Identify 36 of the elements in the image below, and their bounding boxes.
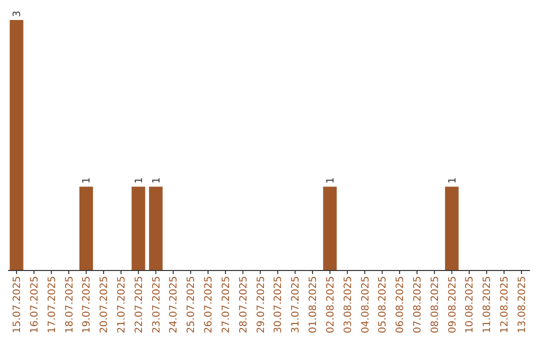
x-tick-label: 07.08.2025 <box>412 276 424 334</box>
x-tick-label: 31.07.2025 <box>290 276 302 334</box>
x-tick-label: 01.08.2025 <box>308 276 320 334</box>
x-tick-label: 09.08.2025 <box>447 276 458 334</box>
data-label: 3 <box>12 10 24 17</box>
x-tick-label: 17.07.2025 <box>46 276 58 334</box>
x-tick-label: 29.07.2025 <box>256 276 267 334</box>
x-tick-label: 27.07.2025 <box>220 276 232 334</box>
x-tick-label: 06.08.2025 <box>395 276 406 334</box>
x-tick-label: 20.07.2025 <box>99 276 110 334</box>
x-tick-label: 26.07.2025 <box>204 276 215 334</box>
x-tick-label: 21.07.2025 <box>116 276 128 334</box>
x-tick-label: 11.08.2025 <box>482 276 494 334</box>
data-label: 1 <box>151 177 162 184</box>
x-tick-label: 16.07.2025 <box>29 276 40 334</box>
data-label: 1 <box>134 177 145 184</box>
x-tick-label: 19.07.2025 <box>82 276 93 334</box>
data-label: 1 <box>447 177 458 184</box>
x-tick-label: 25.07.2025 <box>186 276 198 334</box>
x-tick-label: 28.07.2025 <box>238 276 250 334</box>
x-tick-label: 05.08.2025 <box>378 276 389 334</box>
x-tick-label: 18.07.2025 <box>64 276 76 334</box>
data-label: 1 <box>82 177 93 184</box>
x-tick-label: 02.08.2025 <box>325 276 336 334</box>
x-tick-label: 24.07.2025 <box>168 276 180 334</box>
x-tick-label: 12.08.2025 <box>500 276 511 334</box>
x-tick-label: 04.08.2025 <box>360 276 372 334</box>
x-tick-label: 30.07.2025 <box>273 276 284 334</box>
x-tick-label: 15.07.2025 <box>12 276 24 334</box>
x-tick-label: 13.08.2025 <box>516 276 528 334</box>
x-tick-label: 08.08.2025 <box>430 276 441 334</box>
x-tick-label: 23.07.2025 <box>151 276 162 334</box>
x-tick-label: 22.07.2025 <box>134 276 145 334</box>
x-tick-label: 10.08.2025 <box>464 276 476 334</box>
x-tick-label: 03.08.2025 <box>342 276 354 334</box>
data-label: 1 <box>325 177 336 184</box>
